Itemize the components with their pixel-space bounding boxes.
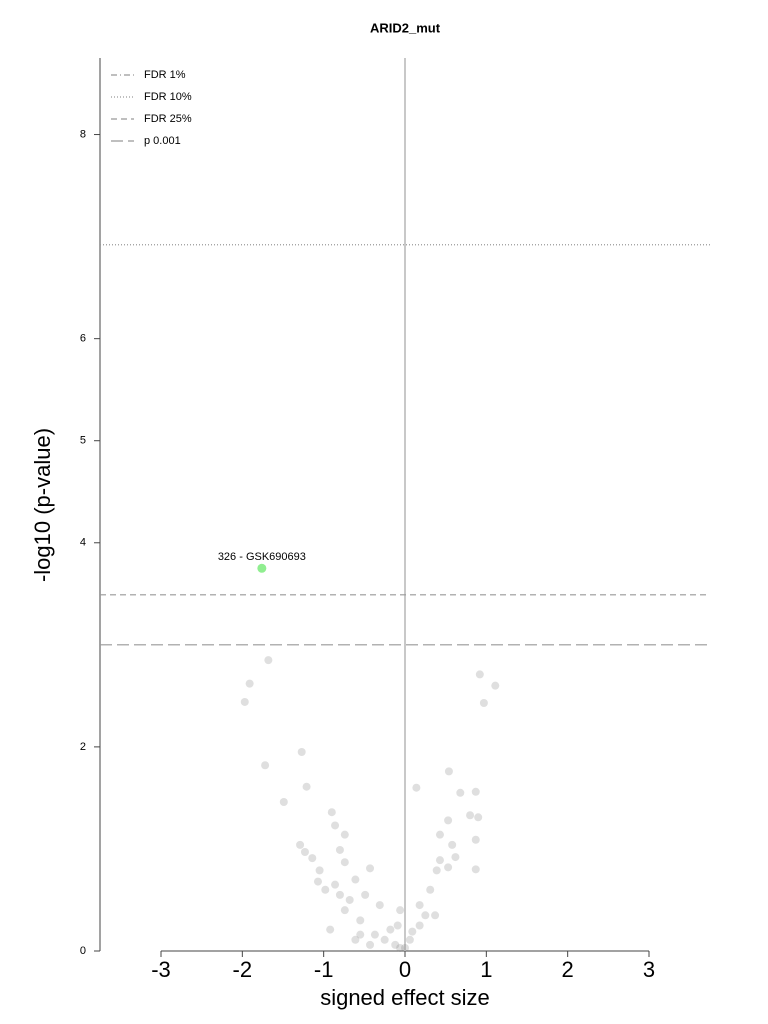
point bbox=[432, 866, 441, 875]
point bbox=[475, 670, 484, 679]
point bbox=[456, 788, 465, 797]
point bbox=[375, 901, 384, 910]
x-tick-label: 1 bbox=[480, 957, 492, 982]
point bbox=[340, 906, 349, 915]
point bbox=[331, 880, 340, 889]
point bbox=[474, 813, 483, 822]
point bbox=[491, 681, 500, 690]
y-tick-label: 8 bbox=[80, 128, 86, 140]
chart-title: ARID2_mut bbox=[370, 20, 441, 35]
point bbox=[471, 787, 480, 796]
point bbox=[366, 864, 375, 873]
point bbox=[421, 911, 430, 920]
point bbox=[308, 854, 317, 863]
point bbox=[431, 911, 440, 920]
point bbox=[415, 901, 424, 910]
point bbox=[356, 916, 365, 925]
point bbox=[396, 943, 405, 952]
point bbox=[401, 943, 409, 952]
x-axis-label: signed effect size bbox=[320, 985, 490, 1010]
point bbox=[340, 858, 349, 867]
x-tick-label: -1 bbox=[314, 957, 334, 982]
point bbox=[412, 783, 421, 792]
point bbox=[321, 885, 330, 894]
y-tick-label: 5 bbox=[80, 435, 86, 447]
point bbox=[444, 767, 453, 776]
point bbox=[300, 848, 309, 857]
point bbox=[279, 797, 288, 806]
point bbox=[415, 921, 424, 930]
point bbox=[313, 877, 322, 886]
x-tick-label: -2 bbox=[233, 957, 253, 982]
point bbox=[435, 830, 444, 839]
y-axis-label: -log10 (p-value) bbox=[30, 428, 55, 582]
point bbox=[296, 840, 305, 849]
point bbox=[245, 679, 254, 688]
point bbox=[380, 935, 389, 944]
point bbox=[479, 699, 488, 708]
point bbox=[408, 927, 417, 936]
point bbox=[335, 890, 344, 899]
y-tick-label: 4 bbox=[80, 537, 86, 549]
y-tick-label: 0 bbox=[80, 945, 86, 957]
point bbox=[345, 895, 354, 904]
legend-label: FDR 25% bbox=[144, 113, 192, 125]
point bbox=[351, 935, 360, 944]
legend-label: p 0.001 bbox=[144, 135, 181, 147]
point bbox=[327, 808, 336, 817]
point bbox=[471, 865, 480, 874]
y-tick-label: 6 bbox=[80, 333, 86, 345]
x-tick-label: -3 bbox=[151, 957, 171, 982]
highlight-point bbox=[257, 563, 267, 573]
point bbox=[451, 853, 460, 862]
annotation: 326 - GSK690693 bbox=[218, 551, 306, 563]
point bbox=[466, 811, 475, 820]
point bbox=[335, 845, 344, 854]
point bbox=[405, 935, 414, 944]
point bbox=[435, 856, 444, 865]
point bbox=[340, 830, 349, 839]
point bbox=[396, 906, 405, 915]
x-tick-label: 0 bbox=[399, 957, 411, 982]
point bbox=[370, 930, 379, 939]
point bbox=[302, 782, 311, 791]
point bbox=[326, 925, 335, 934]
point bbox=[391, 940, 400, 949]
point bbox=[366, 940, 375, 949]
legend-label: FDR 10% bbox=[144, 91, 192, 103]
point bbox=[426, 885, 435, 894]
x-tick-label: 2 bbox=[562, 957, 574, 982]
point bbox=[448, 840, 457, 849]
point bbox=[361, 890, 370, 899]
legend-label: FDR 1% bbox=[144, 69, 186, 81]
point bbox=[393, 921, 402, 930]
point bbox=[297, 747, 306, 756]
point bbox=[261, 761, 270, 770]
y-tick-label: 2 bbox=[80, 741, 86, 753]
point bbox=[444, 816, 453, 825]
point bbox=[331, 821, 340, 830]
point bbox=[240, 697, 249, 706]
point bbox=[444, 863, 453, 872]
x-tick-label: 3 bbox=[643, 957, 655, 982]
point bbox=[386, 925, 395, 934]
point bbox=[351, 875, 360, 884]
point bbox=[356, 930, 365, 939]
point bbox=[264, 656, 273, 665]
point bbox=[315, 866, 324, 875]
point bbox=[471, 835, 480, 844]
